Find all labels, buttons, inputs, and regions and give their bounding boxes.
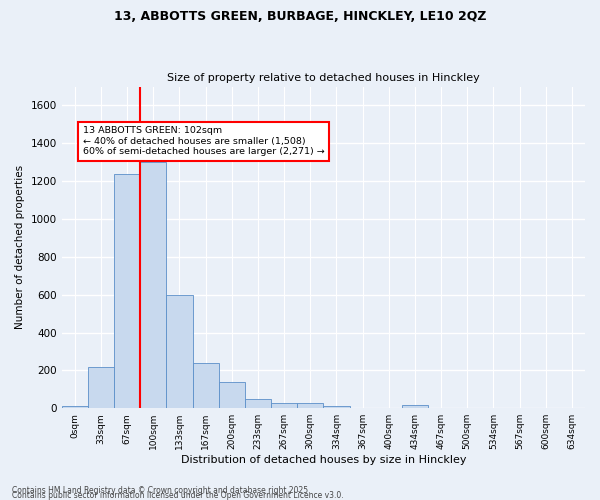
Bar (218, 382, 245, 408)
Bar (245, 398, 271, 408)
Bar (323, 406, 350, 408)
Text: Contains public sector information licensed under the Open Government Licence v3: Contains public sector information licen… (12, 491, 344, 500)
Bar (271, 402, 297, 408)
Bar (193, 363, 218, 408)
Title: Size of property relative to detached houses in Hinckley: Size of property relative to detached ho… (167, 73, 480, 83)
Text: 13, ABBOTTS GREEN, BURBAGE, HINCKLEY, LE10 2QZ: 13, ABBOTTS GREEN, BURBAGE, HINCKLEY, LE… (114, 10, 486, 23)
Bar (114, 174, 140, 408)
Bar (402, 406, 428, 408)
Bar (88, 366, 114, 408)
Bar (62, 406, 88, 408)
Bar (166, 294, 193, 408)
X-axis label: Distribution of detached houses by size in Hinckley: Distribution of detached houses by size … (181, 455, 466, 465)
Text: Contains HM Land Registry data © Crown copyright and database right 2025.: Contains HM Land Registry data © Crown c… (12, 486, 311, 495)
Bar (140, 162, 166, 408)
Text: 13 ABBOTTS GREEN: 102sqm
← 40% of detached houses are smaller (1,508)
60% of sem: 13 ABBOTTS GREEN: 102sqm ← 40% of detach… (83, 126, 325, 156)
Bar (297, 404, 323, 408)
Y-axis label: Number of detached properties: Number of detached properties (15, 166, 25, 330)
